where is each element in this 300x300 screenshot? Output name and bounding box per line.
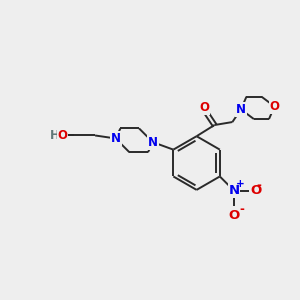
Text: O: O — [199, 100, 209, 114]
Text: O: O — [228, 208, 240, 221]
Text: H: H — [50, 129, 60, 142]
Text: O: O — [269, 100, 280, 113]
Text: N: N — [236, 103, 246, 116]
Text: -: - — [239, 203, 244, 216]
Text: N: N — [111, 132, 121, 145]
Text: O: O — [250, 184, 262, 197]
Text: O: O — [58, 129, 68, 142]
Text: N: N — [228, 184, 240, 197]
Text: N: N — [148, 136, 158, 149]
Text: +: + — [236, 179, 245, 189]
Text: -: - — [256, 178, 261, 191]
